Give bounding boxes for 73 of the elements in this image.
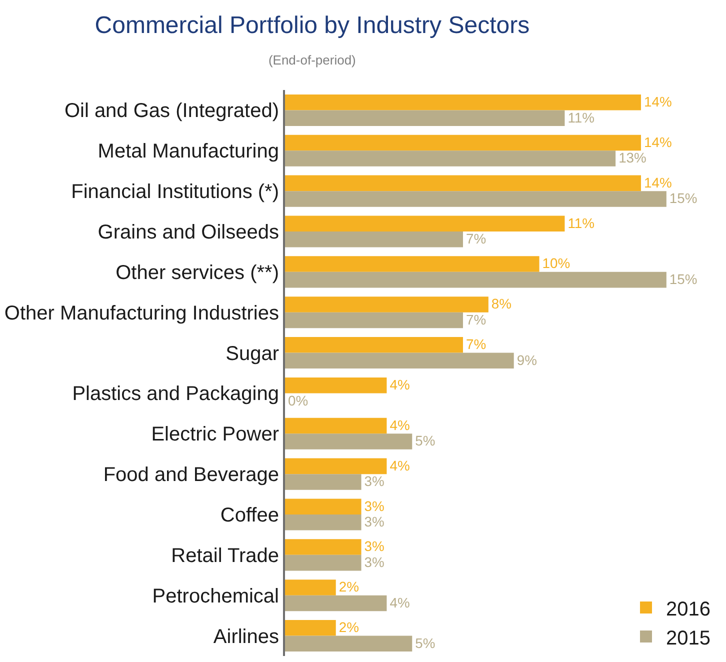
data-label: 3% bbox=[364, 514, 384, 530]
bar bbox=[285, 94, 641, 110]
y-tick-label: Other Manufacturing Industries bbox=[4, 302, 279, 324]
data-label: 14% bbox=[644, 94, 672, 110]
data-label: 7% bbox=[466, 336, 486, 352]
data-label: 3% bbox=[364, 473, 384, 490]
y-tick-label: Other services (**) bbox=[116, 262, 279, 284]
data-label: 8% bbox=[491, 296, 512, 312]
data-label: 3% bbox=[364, 538, 384, 554]
bar bbox=[285, 110, 565, 126]
bar bbox=[285, 554, 362, 571]
data-label: 4% bbox=[390, 457, 410, 474]
y-tick-label: Food and Beverage bbox=[103, 464, 279, 486]
y-tick-label: Petrochemical bbox=[152, 585, 279, 608]
y-tick-label: Financial Institutions (*) bbox=[71, 181, 279, 204]
bar bbox=[285, 539, 362, 555]
y-tick-label: Grains and Oilseeds bbox=[98, 222, 279, 244]
y-tick-label: Plastics and Packaging bbox=[72, 383, 279, 406]
bar bbox=[285, 377, 387, 394]
data-label: 10% bbox=[542, 255, 570, 272]
data-label: 13% bbox=[618, 150, 646, 166]
data-label: 0% bbox=[288, 392, 308, 408]
bar bbox=[285, 620, 336, 636]
data-label: 5% bbox=[415, 432, 436, 449]
data-label: 5% bbox=[415, 634, 436, 651]
bar bbox=[285, 296, 488, 312]
legend-label: 2016 bbox=[666, 598, 710, 620]
data-label: 4% bbox=[390, 376, 410, 392]
y-tick-label: Sugar bbox=[226, 342, 280, 365]
bar bbox=[285, 150, 616, 166]
data-label: 2% bbox=[338, 619, 359, 636]
legend-label: 2015 bbox=[666, 627, 710, 650]
bar bbox=[285, 636, 412, 652]
data-label: 14% bbox=[644, 174, 672, 190]
data-label: 7% bbox=[466, 230, 486, 247]
bar bbox=[285, 256, 540, 272]
data-label: 3% bbox=[364, 498, 384, 514]
bar bbox=[285, 474, 362, 490]
bar bbox=[285, 418, 387, 434]
bar bbox=[285, 191, 666, 207]
data-label: 7% bbox=[466, 311, 486, 328]
chart-title: Commercial Portfolio by Industry Sectors bbox=[94, 12, 530, 40]
bar bbox=[285, 232, 463, 248]
bar bbox=[285, 312, 463, 328]
data-label: 11% bbox=[568, 214, 595, 231]
data-label: 4% bbox=[390, 416, 410, 433]
bar bbox=[285, 352, 514, 369]
y-tick-label: Retail Trade bbox=[171, 544, 279, 567]
bar bbox=[285, 175, 641, 192]
bar bbox=[285, 216, 565, 232]
y-tick-label: Oil and Gas (Integrated) bbox=[64, 100, 279, 122]
bar bbox=[285, 458, 387, 474]
data-label: 14% bbox=[644, 134, 672, 150]
data-label: 15% bbox=[669, 270, 698, 287]
y-tick-label: Coffee bbox=[220, 504, 279, 526]
data-label: 11% bbox=[568, 109, 595, 126]
bar bbox=[285, 434, 412, 450]
chart-subtitle: (End-of-period) bbox=[268, 52, 356, 68]
bar bbox=[285, 272, 666, 288]
data-label: 9% bbox=[516, 352, 537, 368]
data-label: 3% bbox=[364, 554, 384, 570]
bar bbox=[285, 134, 641, 151]
bar bbox=[285, 337, 463, 353]
data-label: 15% bbox=[669, 190, 698, 206]
bar bbox=[285, 498, 362, 514]
bar bbox=[285, 595, 387, 612]
data-label: 4% bbox=[390, 594, 410, 610]
y-tick-label: Electric Power bbox=[151, 424, 280, 446]
bar bbox=[285, 514, 362, 530]
y-tick-label: Airlines bbox=[213, 626, 279, 648]
data-label: 2% bbox=[338, 578, 359, 595]
y-tick-label: Metal Manufacturing bbox=[98, 140, 279, 163]
bar bbox=[285, 580, 336, 596]
